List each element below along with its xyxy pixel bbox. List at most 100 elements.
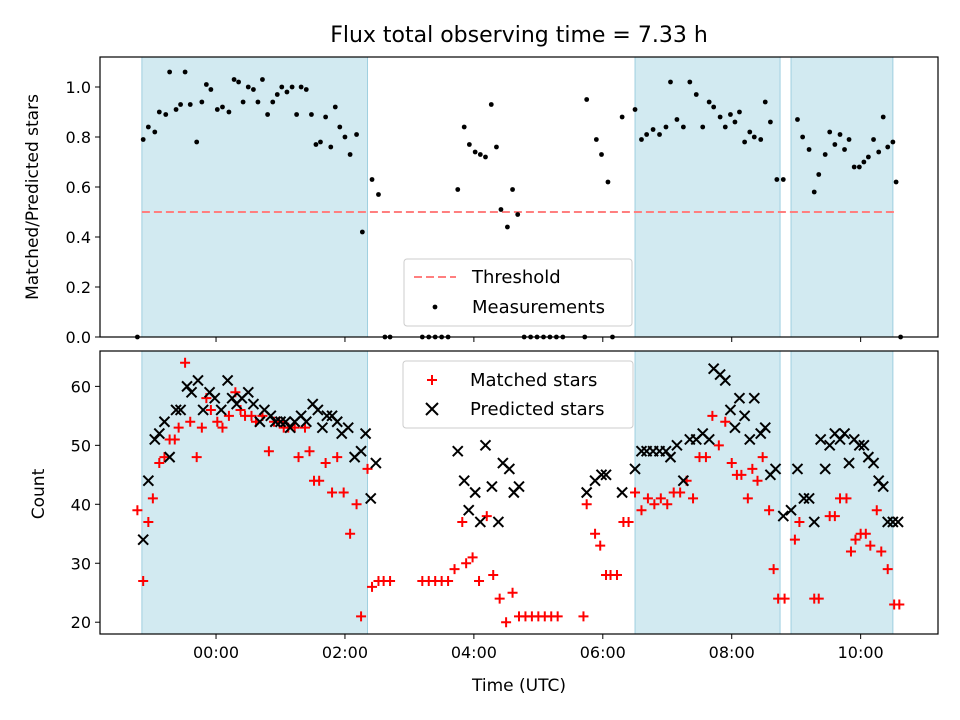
matched-stars-point [813, 593, 824, 604]
measurement-point [199, 99, 205, 105]
predicted-stars-point [215, 404, 227, 416]
predicted-stars-point [452, 445, 464, 457]
measurement-point [194, 139, 200, 145]
measurement-point [822, 152, 828, 157]
x-axis-label: Time (UTC) [471, 676, 566, 696]
x-tick-label: 08:00 [709, 643, 755, 662]
matched-stars-point [662, 499, 673, 510]
matched-stars-point [327, 487, 338, 498]
predicted-stars-point [321, 410, 333, 422]
measurement-point [851, 164, 857, 170]
top-legend: Threshold Measurements [403, 258, 633, 327]
matched-stars-point [191, 452, 202, 463]
measurement-point [593, 137, 599, 142]
matched-stars-point [345, 528, 356, 539]
measurement-point [226, 109, 232, 115]
matched-stars-point [876, 546, 887, 557]
predicted-stars-point [469, 486, 481, 499]
predicted-stars-point [458, 475, 470, 487]
measurement-point [477, 152, 483, 157]
measurement-point [800, 134, 806, 140]
measurement-point [140, 137, 146, 142]
measurement-point [890, 139, 896, 145]
measurement-point [270, 99, 276, 105]
predicted-stars-point [729, 421, 741, 434]
matched-stars-point [764, 505, 775, 516]
measurement-point [584, 97, 590, 102]
measurement-point [717, 114, 723, 120]
measurement-point [893, 179, 899, 185]
predicted-stars-point [163, 451, 176, 463]
measurement-point [827, 129, 833, 135]
measurement-point [342, 134, 348, 140]
predicted-stars-point [269, 416, 282, 428]
measurement-point [260, 77, 265, 82]
legend-predicted-swatch [425, 402, 439, 416]
axes-frame [99, 56, 939, 338]
predicted-stars-point [174, 404, 187, 416]
measurement-point [173, 107, 179, 112]
predicted-stars-point [843, 457, 855, 469]
predicted-stars-point [197, 404, 209, 416]
predicted-stars-point [733, 392, 746, 404]
predicted-stars-point [724, 404, 737, 416]
matched-stars-point [314, 475, 325, 486]
measurement-point [214, 107, 220, 112]
predicted-stars-point [209, 392, 221, 404]
matched-stars-point [794, 516, 805, 527]
predicted-stars-point [513, 480, 525, 493]
measurement-point [498, 207, 504, 212]
predicted-stars-point [877, 480, 889, 493]
predicted-stars-point [137, 533, 149, 546]
matched-stars-point [882, 564, 893, 575]
matched-stars-point [590, 528, 601, 539]
measurement-point [466, 142, 472, 147]
predicted-stars-point [798, 492, 810, 505]
measurement-point [768, 119, 773, 125]
top-y-axis-label: Matched/Predicted stars [23, 94, 43, 300]
predicted-stars-point [629, 463, 641, 475]
matched-stars-point [789, 534, 800, 545]
matched-stars-point [173, 422, 184, 433]
matched-stars-point [860, 528, 871, 539]
legend-matched-label: Matched stars [470, 370, 597, 391]
measurement-point [347, 152, 353, 157]
predicted-stars-point [616, 486, 628, 499]
predicted-stars-point [247, 398, 260, 410]
matched-stars-point [212, 416, 223, 427]
predicted-stars-point [823, 439, 836, 452]
bottom-panel: Count Time (UTC) 20 30 40 50 60 00:00 02:00 04:… [29, 350, 939, 696]
measurement-point [758, 137, 764, 142]
predicted-stars-point [316, 421, 329, 434]
measurement-point [328, 144, 334, 150]
measurement-point [265, 112, 270, 117]
predicted-stars-point [819, 463, 831, 475]
bottom-y-axis-label: Count [29, 468, 49, 519]
matched-stars-point [636, 505, 647, 516]
matched-stars-point [246, 410, 257, 421]
observing-window-band [634, 350, 781, 635]
matched-stars-point [132, 505, 143, 516]
matched-stars-point [461, 558, 472, 569]
measurement-point [762, 99, 768, 105]
measurement-point [865, 154, 871, 160]
observing-window-band [634, 56, 781, 338]
matched-stars-point [623, 516, 634, 527]
matched-stars-point [147, 493, 158, 504]
matched-stars-point [457, 516, 468, 527]
measurement-point [309, 112, 314, 117]
measurement-point [156, 109, 162, 115]
measurement-point [284, 89, 290, 95]
predicted-stars-point [492, 516, 505, 528]
matched-stars-point [304, 446, 315, 457]
y-tick-label: 20 [71, 613, 91, 632]
chart-title: Flux total observing time = 7.33 h [330, 23, 708, 48]
measurement-point [231, 77, 237, 82]
predicted-stars-point [170, 404, 182, 416]
legend-measurements-label: Measurements [472, 297, 605, 318]
predicted-stars-point [580, 486, 593, 499]
matched-stars-point [675, 487, 686, 498]
axes-frame [99, 350, 939, 635]
matched-stars-point [367, 581, 378, 592]
matched-stars-point [501, 617, 512, 628]
